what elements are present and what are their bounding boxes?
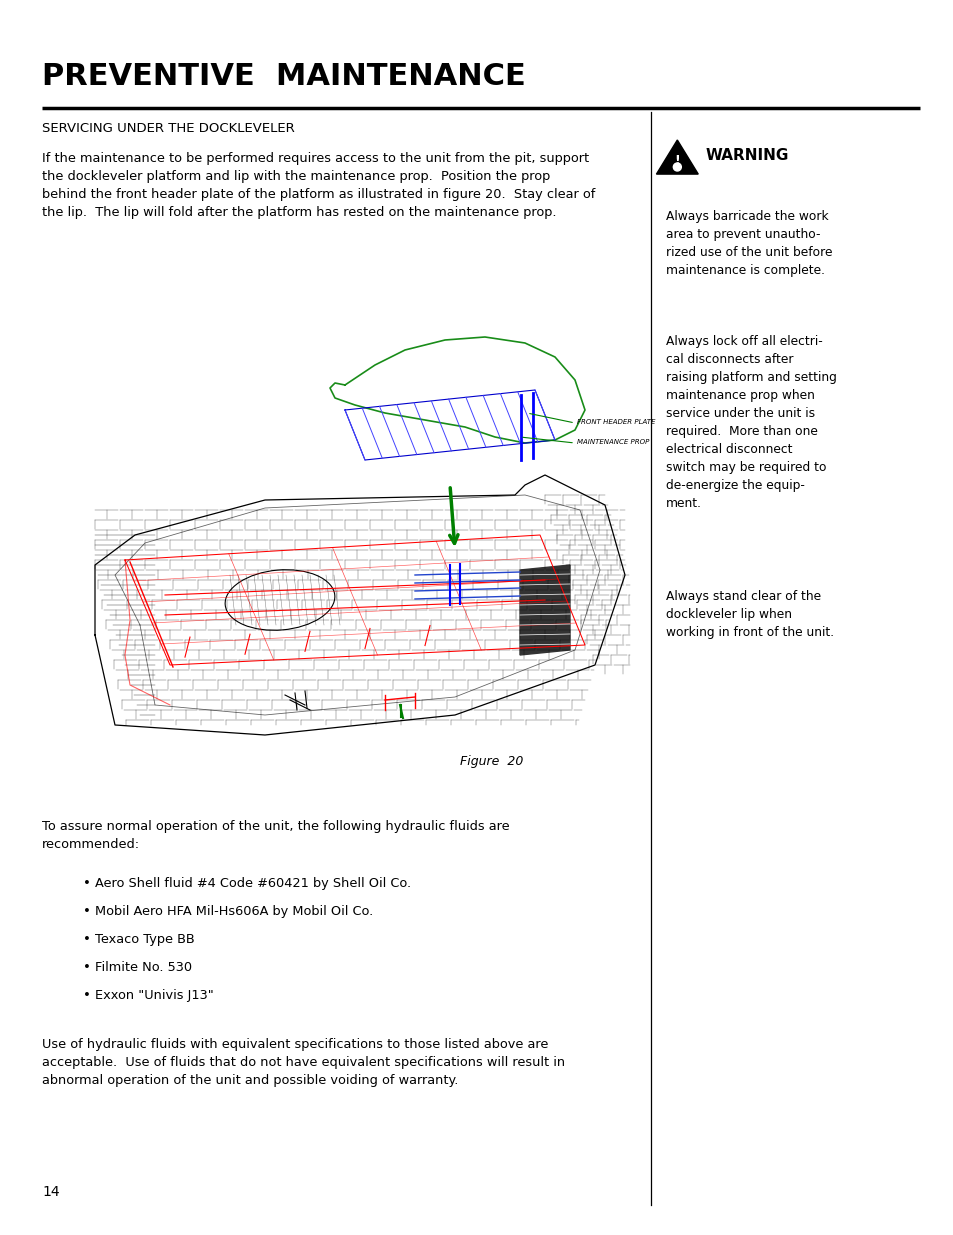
Text: Always lock off all electri-
cal disconnects after
raising platform and setting
: Always lock off all electri- cal disconn…	[665, 335, 836, 510]
Text: FRONT HEADER PLATE: FRONT HEADER PLATE	[577, 419, 655, 425]
Text: Aero Shell fluid #4 Code #60421 by Shell Oil Co.: Aero Shell fluid #4 Code #60421 by Shell…	[95, 877, 411, 890]
Circle shape	[673, 163, 680, 170]
Text: Always stand clear of the
dockleveler lip when
working in front of the unit.: Always stand clear of the dockleveler li…	[665, 590, 833, 638]
Text: Use of hydraulic fluids with equivalent specifications to those listed above are: Use of hydraulic fluids with equivalent …	[42, 1037, 564, 1087]
Text: 14: 14	[42, 1186, 59, 1199]
Text: MAINTENANCE PROP: MAINTENANCE PROP	[577, 438, 649, 445]
Text: PREVENTIVE  MAINTENANCE: PREVENTIVE MAINTENANCE	[42, 62, 525, 91]
Text: •: •	[83, 932, 91, 946]
Text: To assure normal operation of the unit, the following hydraulic fluids are
recom: To assure normal operation of the unit, …	[42, 820, 509, 851]
Text: •: •	[83, 961, 91, 974]
Text: Filmite No. 530: Filmite No. 530	[95, 961, 193, 974]
Text: Figure  20: Figure 20	[459, 755, 523, 768]
Text: •: •	[83, 877, 91, 890]
Text: !: !	[674, 153, 679, 167]
Text: WARNING: WARNING	[704, 148, 788, 163]
Text: SERVICING UNDER THE DOCKLEVELER: SERVICING UNDER THE DOCKLEVELER	[42, 122, 294, 135]
Text: Texaco Type BB: Texaco Type BB	[95, 932, 194, 946]
Polygon shape	[656, 140, 698, 174]
Text: Mobil Aero HFA Mil-Hs606A by Mobil Oil Co.: Mobil Aero HFA Mil-Hs606A by Mobil Oil C…	[95, 905, 374, 918]
Polygon shape	[519, 564, 569, 655]
Text: If the maintenance to be performed requires access to the unit from the pit, sup: If the maintenance to be performed requi…	[42, 152, 595, 219]
Text: Always barricade the work
area to prevent unautho-
rized use of the unit before
: Always barricade the work area to preven…	[665, 210, 832, 277]
Text: •: •	[83, 989, 91, 1002]
Text: •: •	[83, 905, 91, 918]
Text: Exxon "Univis J13": Exxon "Univis J13"	[95, 989, 213, 1002]
